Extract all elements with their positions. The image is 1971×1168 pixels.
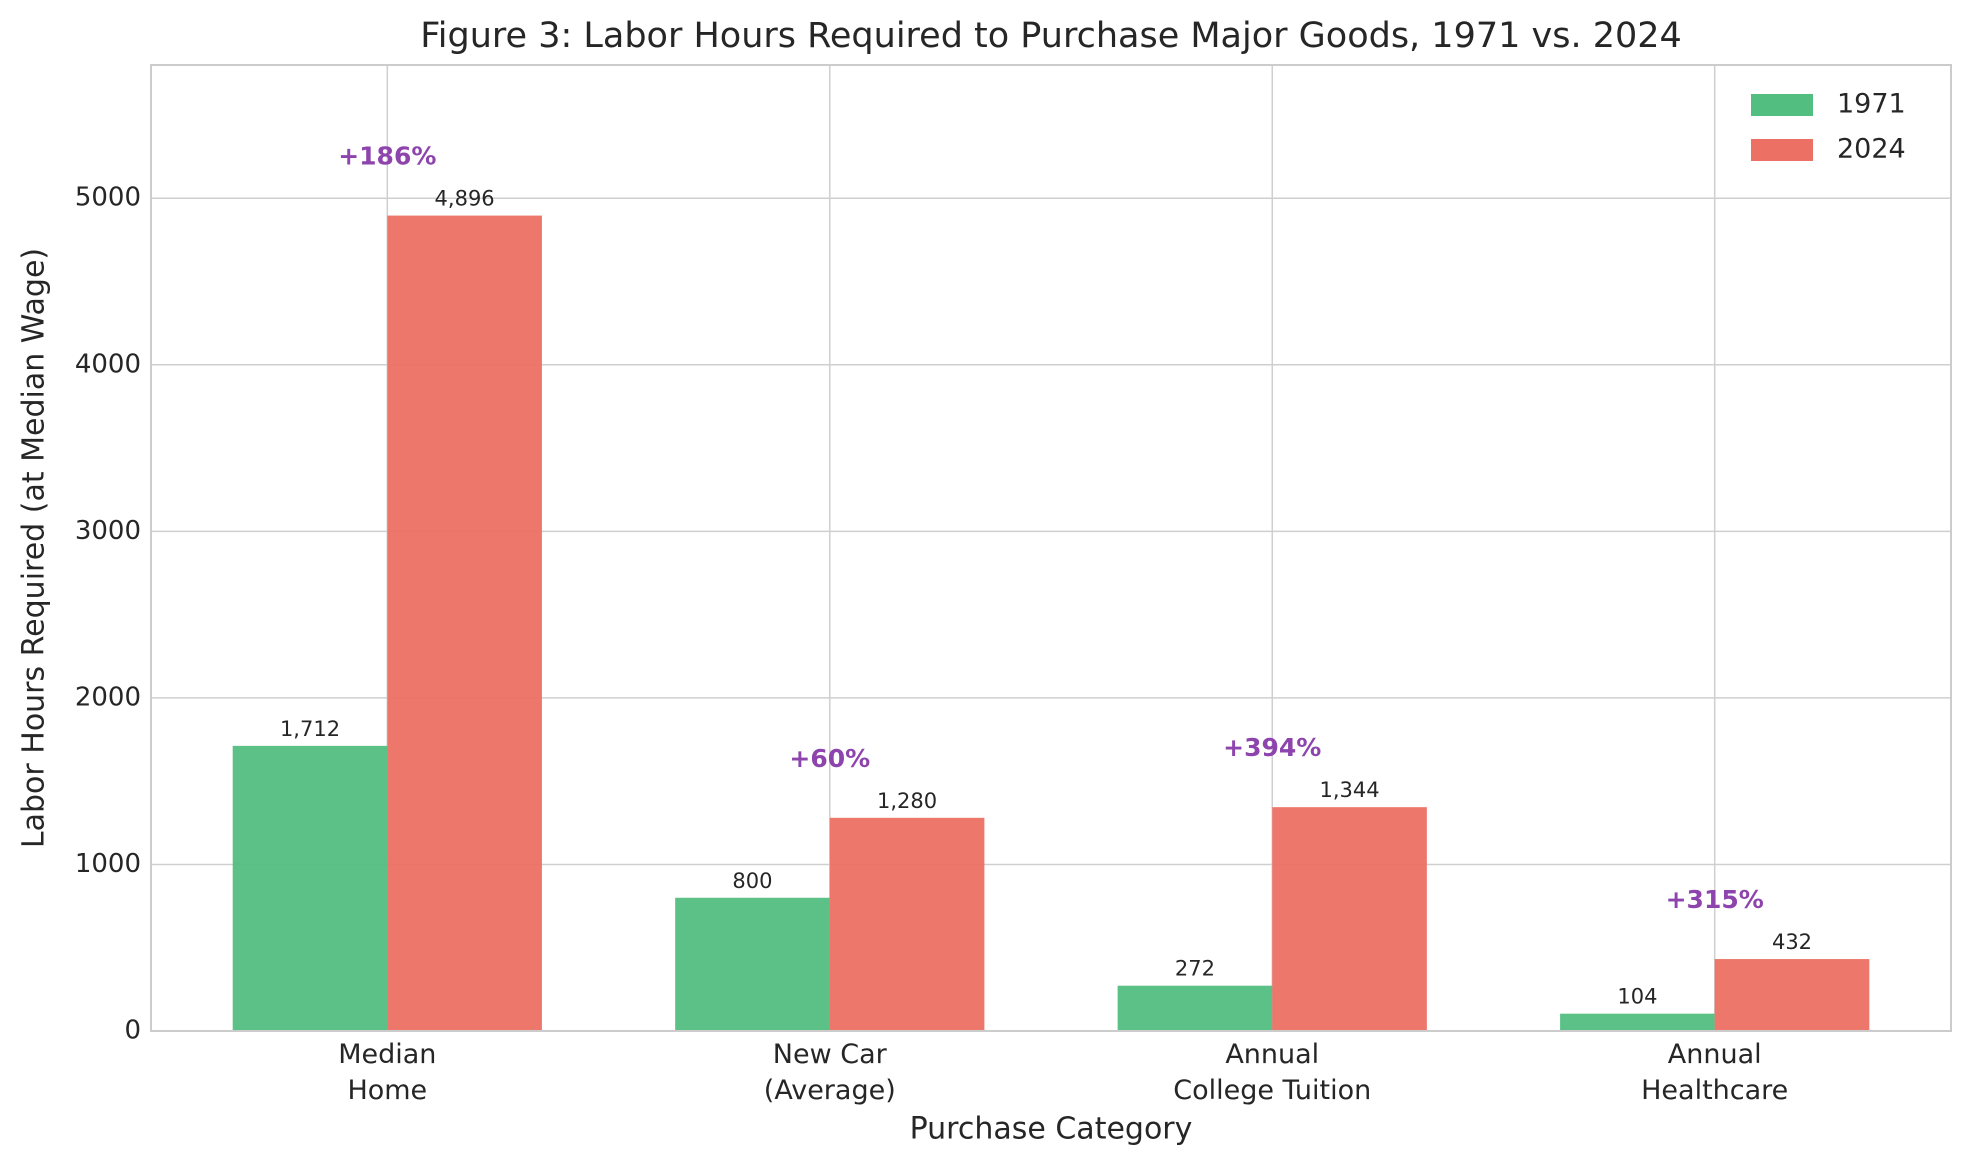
- y-tick-label: 2000: [75, 682, 141, 712]
- y-tick-label: 3000: [75, 516, 141, 546]
- bar: [675, 897, 830, 1031]
- annotation: +60%: [789, 744, 870, 773]
- chart-title: Figure 3: Labor Hours Required to Purcha…: [420, 16, 1682, 56]
- x-tick-line: (Average): [764, 1075, 896, 1106]
- y-tick-label: 1000: [75, 849, 141, 879]
- value-label: 800: [732, 869, 772, 893]
- value-label: 1,712: [280, 717, 340, 741]
- legend-swatch: [1751, 139, 1813, 161]
- value-label: 432: [1772, 930, 1812, 954]
- x-axis-label: Purchase Category: [910, 1112, 1193, 1147]
- annotation: +315%: [1666, 885, 1764, 914]
- value-label: 104: [1617, 985, 1657, 1009]
- y-tick-label: 4000: [75, 349, 141, 379]
- x-tick-line: Annual: [1225, 1039, 1319, 1070]
- value-label: 1,280: [877, 789, 937, 813]
- plot-frame: [150, 64, 1952, 1032]
- bar: [1117, 985, 1273, 1031]
- y-tick-label: 5000: [75, 183, 141, 213]
- x-tick-label: Annual Healthcare: [1641, 1039, 1788, 1106]
- value-label: 1,344: [1319, 778, 1379, 802]
- x-tick-label: Annual College Tuition: [1173, 1039, 1371, 1106]
- y-axis-label: Labor Hours Required (at Median Wage): [17, 248, 52, 848]
- bar: [232, 745, 388, 1031]
- x-tick-line: Home: [347, 1075, 427, 1106]
- x-tick-line: Annual: [1668, 1039, 1762, 1070]
- bar: [829, 817, 985, 1031]
- y-tick-label: 0: [124, 1016, 141, 1046]
- x-tick-label: Median Home: [338, 1039, 436, 1106]
- value-label: 4,896: [435, 187, 495, 211]
- x-tick-line: New Car: [773, 1039, 888, 1070]
- x-tick-label: New Car (Average): [764, 1039, 896, 1106]
- x-tick-line: College Tuition: [1173, 1075, 1371, 1106]
- legend-label: 2024: [1837, 134, 1906, 165]
- bar: [1272, 807, 1427, 1031]
- x-tick-line: Median: [338, 1039, 436, 1070]
- value-label: 272: [1175, 957, 1215, 981]
- legend-label: 1971: [1837, 89, 1906, 120]
- annotation: +186%: [338, 142, 436, 171]
- bar: [387, 215, 542, 1032]
- bar: [1714, 959, 1870, 1031]
- legend-swatch: [1751, 94, 1813, 116]
- x-tick-line: Healthcare: [1641, 1075, 1788, 1106]
- annotation: +394%: [1223, 733, 1321, 762]
- bar: [1560, 1013, 1715, 1031]
